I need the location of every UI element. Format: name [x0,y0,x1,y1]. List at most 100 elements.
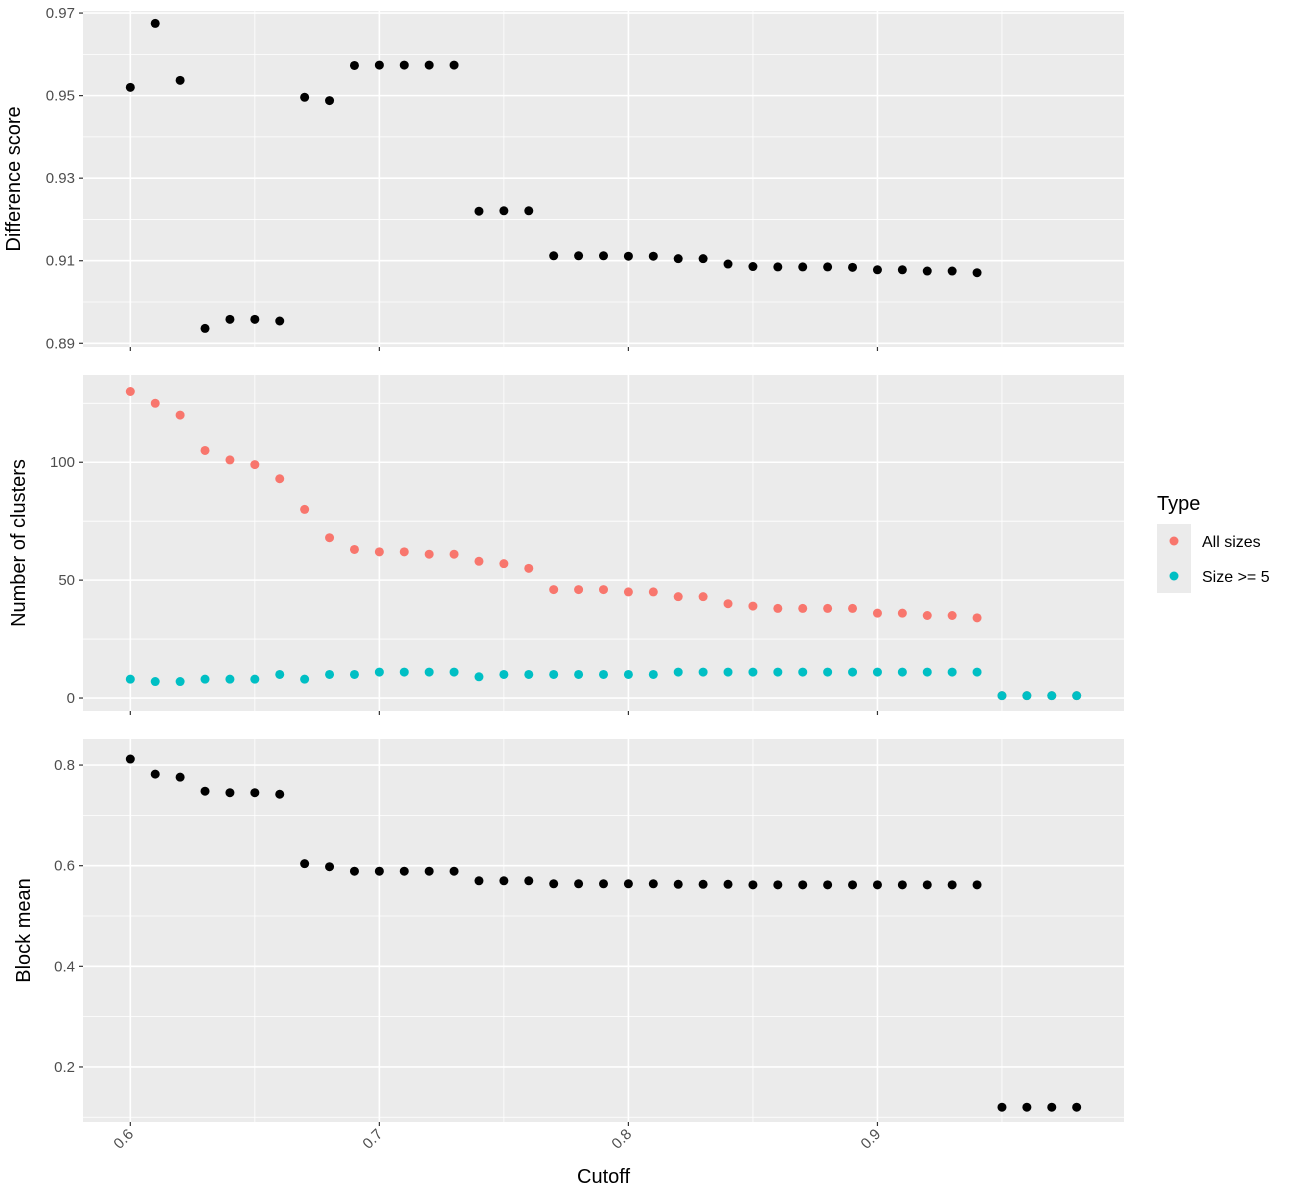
data-point [773,667,783,677]
data-point [175,75,185,85]
data-point [599,251,608,261]
data-point [474,556,484,566]
data-point [125,387,135,397]
data-point [200,674,210,684]
data-point [1072,691,1082,701]
data-point [125,82,135,92]
series-1 [125,387,1082,701]
data-point [150,398,160,408]
x-tick-label: 0.9 [858,1126,885,1153]
data-point [673,879,683,889]
y-tick-label: 0.91 [46,253,75,270]
data-point [549,585,559,595]
data-point [1072,1102,1082,1112]
data-point [275,789,285,799]
data-point [599,585,608,595]
x-tick-label: 0.6 [110,1126,137,1153]
data-point [897,608,907,618]
y-tick-label: 0.89 [46,335,75,352]
y-tick-label: 0.93 [46,170,75,187]
data-point [848,880,858,890]
data-point [599,879,608,889]
data-point [673,254,683,264]
data-point [150,769,160,779]
data-point [972,613,982,623]
data-point [349,669,359,679]
data-point [1022,1102,1032,1112]
data-point [574,879,584,889]
data-point [300,92,310,102]
data-point [524,669,534,679]
data-point [897,265,907,275]
series-1 [125,18,982,333]
data-point [549,879,559,889]
data-point [499,876,509,886]
data-point [424,60,434,70]
data-point [524,563,534,573]
data-point [1047,1102,1057,1112]
data-point [374,667,384,677]
data-point [972,880,982,890]
data-point [574,669,584,679]
y-tick-label: 0.2 [54,1059,75,1076]
data-point [872,265,882,275]
data-point [798,603,808,613]
y-tick-label: 0.8 [54,757,75,774]
data-point [823,262,833,272]
data-point [225,788,235,798]
y-tick-label: 0.97 [46,5,75,22]
data-point [823,880,833,890]
y-axis-title: Number of clusters [8,459,30,627]
data-point [250,788,260,798]
data-point [922,880,932,890]
data-point [225,674,235,684]
data-point [872,880,882,890]
data-point [325,669,335,679]
data-point [175,772,185,782]
data-point [673,592,683,602]
data-point [798,667,808,677]
y-axis-title: Block mean [13,878,35,983]
data-point [648,879,658,889]
data-point [474,876,484,886]
data-point [947,880,957,890]
data-point [325,533,335,543]
data-point [698,667,708,677]
data-point [623,879,633,889]
data-point [374,60,384,70]
panel-3: 0.2 0.4 0.6 0.8 0.6 0.7 0.8 0.9 Block mean Cutoff [13,739,1124,1188]
data-point [872,667,882,677]
data-point [374,547,384,557]
data-point [449,667,459,677]
data-point [673,667,683,677]
data-point [848,603,858,613]
data-point [250,314,260,324]
data-point [922,667,932,677]
data-point [275,474,285,484]
data-point [125,754,135,764]
legend-label-all-sizes: All sizes [1202,534,1261,551]
legend-label-size-5: Size >= 5 [1202,569,1270,586]
data-point [823,603,833,613]
data-point [125,674,135,684]
data-point [300,674,310,684]
data-point [225,314,235,324]
data-point [648,587,658,597]
data-point [300,504,310,514]
y-tick-label: 50 [58,572,75,589]
series-2 [125,667,1082,701]
data-point [872,608,882,618]
data-point [175,410,185,420]
data-point [374,866,384,876]
data-point [723,599,733,609]
data-point [848,667,858,677]
panel-2: 0 50 100 Number of clusters [8,375,1124,715]
data-point [499,559,509,569]
y-tick-label: 100 [50,454,75,471]
y-tick-label: 0.95 [46,88,75,105]
data-point [972,667,982,677]
data-point [623,251,633,261]
data-point [275,669,285,679]
data-point [349,544,359,554]
data-point [997,1102,1007,1112]
